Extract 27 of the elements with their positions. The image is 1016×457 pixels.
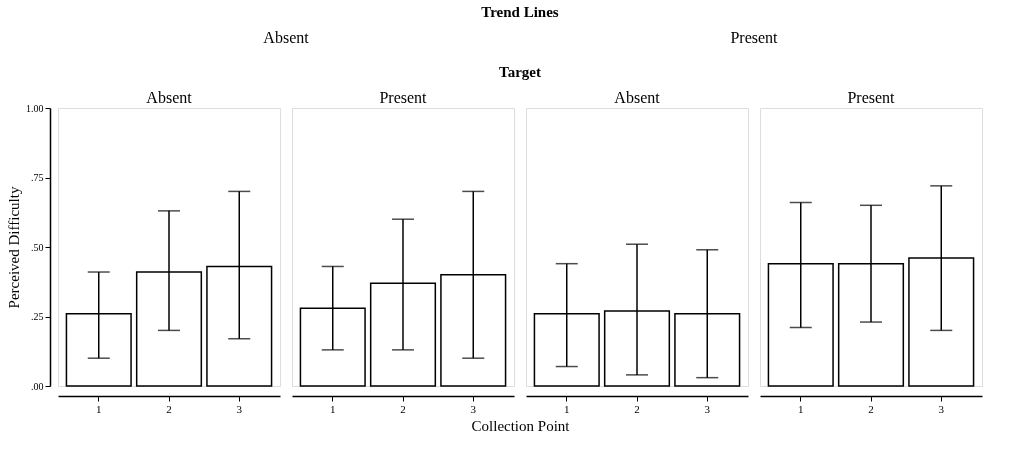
x-tick-label: 3 xyxy=(236,402,243,415)
x-tick-label: 3 xyxy=(470,402,477,415)
x-tick-label: 2 xyxy=(166,402,172,415)
x-tick-label: 1 xyxy=(798,402,804,415)
chart-title: Present xyxy=(379,89,428,106)
chart-title: Present xyxy=(847,89,896,106)
x-tick-label: 3 xyxy=(938,402,945,415)
x-tick-label: 1 xyxy=(564,402,570,415)
x-tick-label: 3 xyxy=(704,402,711,415)
y-tick-label: 1.00 xyxy=(26,102,44,114)
chart-title: Absent xyxy=(146,89,193,106)
y-tick-label: .00 xyxy=(31,380,44,392)
x-axis-title: Collection Point xyxy=(471,417,571,434)
text: Present xyxy=(730,29,779,46)
chart-title: Absent xyxy=(614,89,661,106)
x-tick-label: 2 xyxy=(400,402,406,415)
x-tick-label: 2 xyxy=(868,402,874,415)
x-tick-label: 2 xyxy=(634,402,640,415)
text: Absent xyxy=(263,29,310,46)
x-tick-label: 1 xyxy=(330,402,336,415)
y-tick-label: .50 xyxy=(31,241,44,253)
text: Trend Lines xyxy=(481,4,559,20)
y-tick-label: .25 xyxy=(31,311,44,322)
x-tick-label: 1 xyxy=(96,402,102,415)
y-tick-label: .75 xyxy=(31,172,44,183)
y-axis-title: Perceived Difficulty xyxy=(6,186,22,309)
text: Target xyxy=(499,64,541,80)
